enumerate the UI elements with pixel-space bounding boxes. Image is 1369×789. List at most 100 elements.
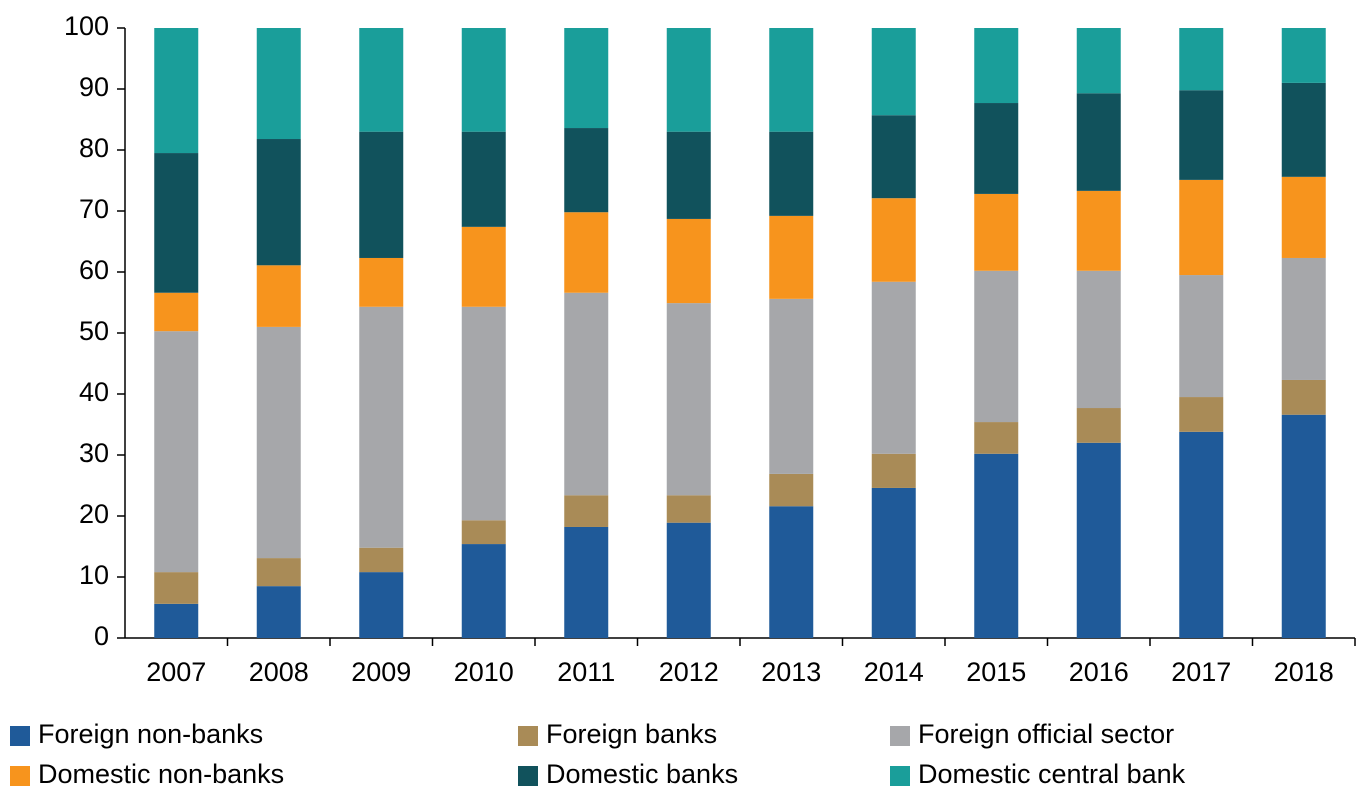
bar-segment (256, 558, 301, 587)
bar-segment (1179, 28, 1224, 91)
bar-segment (154, 603, 199, 638)
bar-segment (1281, 257, 1326, 380)
legend-swatch (518, 766, 538, 786)
bar-segment (769, 28, 814, 132)
x-tick-label: 2009 (351, 657, 411, 687)
bar-segment (359, 572, 404, 638)
bar-segment (769, 473, 814, 507)
x-tick-label: 2011 (557, 657, 615, 687)
y-tick-label: 80 (79, 133, 109, 163)
y-tick-label: 10 (79, 560, 109, 590)
x-tick-label: 2017 (1171, 657, 1231, 687)
bar-segment (461, 544, 506, 638)
y-tick-label: 50 (79, 316, 109, 346)
x-tick-label: 2008 (249, 657, 309, 687)
bar-segment (564, 128, 609, 213)
bar-segment (359, 306, 404, 548)
x-tick-label: 2014 (864, 657, 924, 687)
legend-swatch (518, 726, 538, 746)
bar-segment (1076, 442, 1121, 638)
bar-segment (256, 586, 301, 638)
bar-segment (974, 28, 1019, 104)
bar-segment (974, 453, 1019, 638)
bar-segment (974, 270, 1019, 423)
bar-segment (1179, 90, 1224, 180)
bar-segment (461, 306, 506, 521)
y-tick-label: 40 (79, 377, 109, 407)
bar-segment (154, 331, 199, 573)
bar-segment (1179, 397, 1224, 432)
bar-segment (666, 131, 711, 219)
y-tick-label: 70 (79, 194, 109, 224)
bar-segment (1281, 82, 1326, 177)
bar-segment (1281, 176, 1326, 258)
legend-label: Domestic non-banks (38, 759, 284, 789)
legend-swatch (890, 726, 910, 746)
x-tick-label: 2018 (1274, 657, 1334, 687)
legend-label: Foreign banks (546, 719, 717, 749)
bar-segment (1076, 270, 1121, 409)
bar-segment (564, 28, 609, 129)
bar-segment (666, 303, 711, 496)
y-tick-label: 0 (94, 621, 109, 651)
bar-segment (359, 257, 404, 307)
y-tick-label: 60 (79, 255, 109, 285)
bar-segment (461, 131, 506, 227)
bar-segment (256, 326, 301, 559)
bar-segment (564, 292, 609, 496)
bar-segment (1281, 414, 1326, 638)
bar-segment (461, 226, 506, 307)
bar-segment (871, 487, 916, 638)
bar-segment (154, 153, 199, 293)
bar-segment (1179, 275, 1224, 398)
bar-segment (1281, 379, 1326, 415)
bar-segment (1179, 431, 1224, 638)
legend-label: Foreign official sector (918, 719, 1174, 749)
bar-segment (974, 103, 1019, 194)
bar-segment (1281, 28, 1326, 83)
bar-segment (871, 453, 916, 488)
bar-segment (666, 218, 711, 304)
bar-segment (871, 115, 916, 199)
x-tick-label: 2007 (146, 657, 206, 687)
y-tick-label: 30 (79, 438, 109, 468)
bar-segment (154, 28, 199, 154)
x-tick-label: 2010 (454, 657, 514, 687)
x-tick-label: 2012 (659, 657, 719, 687)
bar-segment (256, 139, 301, 266)
bar-segment (666, 495, 711, 523)
legend-swatch (890, 766, 910, 786)
bar-segment (769, 215, 814, 299)
bar-segment (1076, 408, 1121, 443)
bar-segment (871, 281, 916, 454)
bar-segment (1076, 28, 1121, 94)
bar-segment (666, 28, 711, 132)
bar-segment (461, 520, 506, 545)
bar-segment (1076, 190, 1121, 271)
bar-segment (1179, 179, 1224, 276)
bar-segment (564, 526, 609, 638)
bar-segment (154, 292, 199, 332)
bar-segment (666, 522, 711, 638)
legend-swatch (10, 766, 30, 786)
x-tick-label: 2015 (966, 657, 1026, 687)
legend-label: Domestic central bank (918, 759, 1186, 789)
legend-label: Foreign non-banks (38, 719, 263, 749)
bar-segment (871, 28, 916, 116)
bar-segment (461, 28, 506, 132)
bar-segment (974, 193, 1019, 271)
y-tick-label: 20 (79, 499, 109, 529)
bar-segment (1076, 93, 1121, 191)
bar-segment (974, 422, 1019, 454)
y-tick-label: 90 (79, 72, 109, 102)
bar-segment (256, 265, 301, 327)
bar-segment (564, 495, 609, 527)
bar-segment (256, 28, 301, 140)
bar-segment (871, 198, 916, 282)
bar-segment (769, 506, 814, 638)
bar-segment (769, 131, 814, 216)
bar-segment (359, 131, 404, 258)
legend-swatch (10, 726, 30, 746)
x-tick-label: 2016 (1069, 657, 1129, 687)
